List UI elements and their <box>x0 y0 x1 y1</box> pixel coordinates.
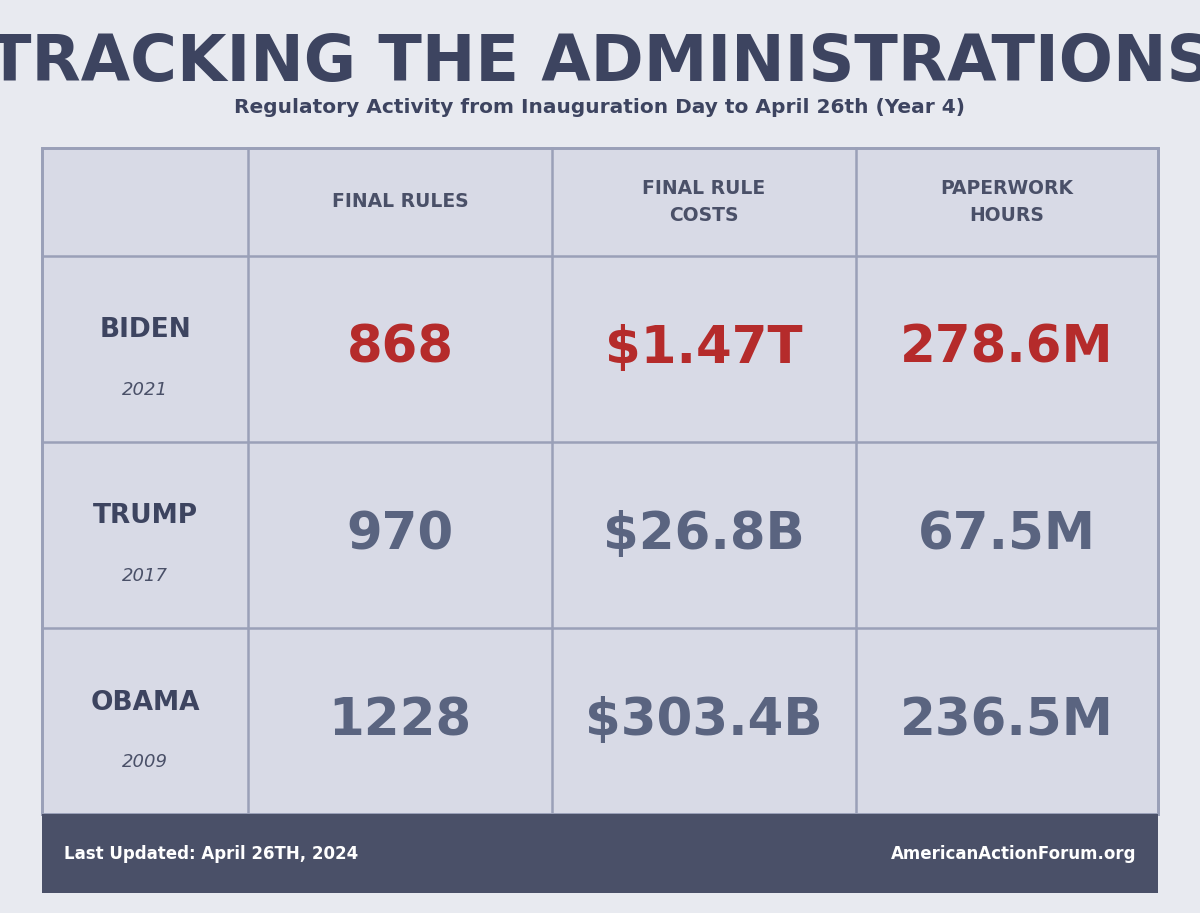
Text: 236.5M: 236.5M <box>900 697 1114 746</box>
Text: Last Updated: April 26TH, 2024: Last Updated: April 26TH, 2024 <box>64 845 358 863</box>
Text: 868: 868 <box>347 324 454 373</box>
Text: $26.8B: $26.8B <box>602 510 805 560</box>
Text: 2021: 2021 <box>122 381 168 399</box>
Text: OBAMA: OBAMA <box>90 689 200 716</box>
Text: 2017: 2017 <box>122 567 168 585</box>
Text: TRACKING THE ADMINISTRATIONS: TRACKING THE ADMINISTRATIONS <box>0 32 1200 94</box>
Text: Regulatory Activity from Inauguration Day to April 26th (Year 4): Regulatory Activity from Inauguration Da… <box>234 98 966 117</box>
Text: $303.4B: $303.4B <box>584 697 823 746</box>
Text: AmericanActionForum.org: AmericanActionForum.org <box>890 845 1136 863</box>
Text: 2009: 2009 <box>122 753 168 771</box>
FancyBboxPatch shape <box>42 814 1158 893</box>
Text: $1.47T: $1.47T <box>605 324 803 373</box>
FancyBboxPatch shape <box>42 148 1158 814</box>
Text: TRUMP: TRUMP <box>92 503 198 530</box>
Text: 970: 970 <box>347 510 454 560</box>
Text: PAPERWORK
HOURS: PAPERWORK HOURS <box>941 179 1073 225</box>
Text: BIDEN: BIDEN <box>100 317 191 343</box>
Text: 67.5M: 67.5M <box>918 510 1096 560</box>
Text: FINAL RULE
COSTS: FINAL RULE COSTS <box>642 179 766 225</box>
Text: FINAL RULES: FINAL RULES <box>332 193 468 211</box>
Text: 278.6M: 278.6M <box>900 324 1114 373</box>
Text: 1228: 1228 <box>329 697 472 746</box>
